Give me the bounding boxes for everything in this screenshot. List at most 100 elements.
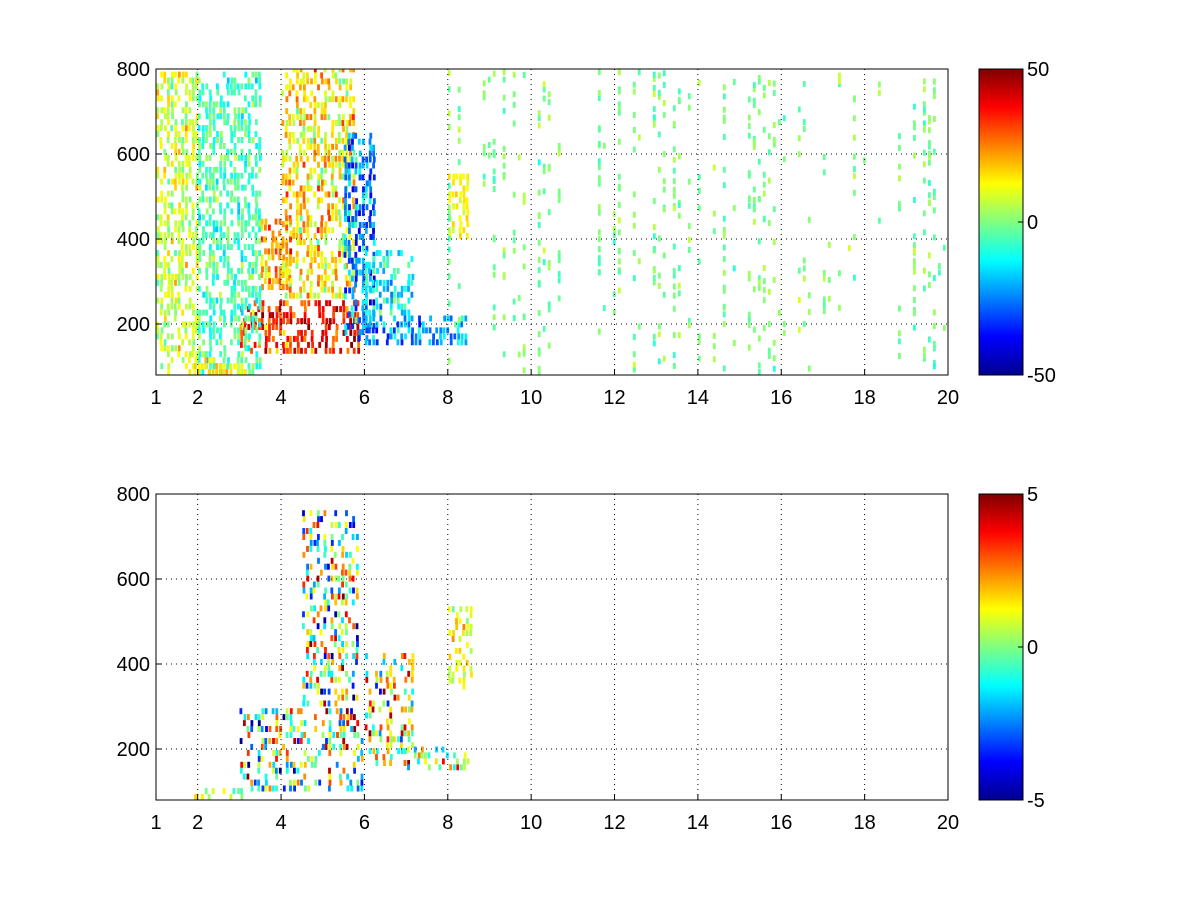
heatmap-cell <box>198 143 201 149</box>
heatmap-cell <box>913 233 916 240</box>
heatmap-cell <box>375 279 379 286</box>
heatmap-cell <box>181 143 184 149</box>
heatmap-cell <box>163 208 167 215</box>
heatmap-cell <box>298 191 302 198</box>
heatmap-cell <box>349 329 353 336</box>
heatmap-cell <box>243 244 247 251</box>
heatmap-cell <box>722 287 726 294</box>
heatmap-cell <box>177 95 181 102</box>
heatmap-cell <box>458 636 462 642</box>
heatmap-cell <box>201 238 205 245</box>
heatmap-cell <box>328 767 331 774</box>
heatmap-cell <box>306 221 310 228</box>
heatmap-cell <box>313 120 317 126</box>
heatmap-cell <box>722 311 726 318</box>
heatmap-cell <box>317 197 320 204</box>
heatmap-cell <box>337 575 341 582</box>
heatmap-cell <box>353 749 356 756</box>
heatmap-cell <box>364 315 368 322</box>
heatmap-cell <box>265 726 268 732</box>
heatmap-cell <box>177 279 181 286</box>
heatmap-cell <box>300 300 304 307</box>
heatmap-cell <box>260 260 264 267</box>
heatmap-cell <box>250 83 254 90</box>
heatmap-cell <box>251 172 254 179</box>
heatmap-cell <box>247 220 251 227</box>
heatmap-cell <box>327 658 330 665</box>
heatmap-cell <box>352 653 355 659</box>
heatmap-cell <box>233 107 237 114</box>
heatmap-cell <box>318 312 322 319</box>
heatmap-cell <box>331 209 334 216</box>
heatmap-cell <box>512 120 516 127</box>
heatmap-cell <box>307 318 310 325</box>
heatmap-cell <box>258 214 261 221</box>
heatmap-cell <box>289 230 293 237</box>
heatmap-cell <box>184 351 188 358</box>
heatmap-cell <box>397 748 400 755</box>
heatmap-cell <box>237 238 240 245</box>
heatmap-cell <box>346 347 350 354</box>
heatmap-cell <box>313 221 317 228</box>
heatmap-cell <box>216 238 219 245</box>
heatmap-cell <box>163 256 167 262</box>
heatmap-cell <box>360 738 364 744</box>
heatmap-cell <box>264 708 268 715</box>
heatmap-cell <box>752 144 756 150</box>
heatmap-cell <box>347 323 350 330</box>
heatmap-cell <box>196 202 199 209</box>
heatmap-cell <box>267 306 271 313</box>
heatmap-cell <box>237 220 240 227</box>
heatmap-cell <box>617 248 621 255</box>
heatmap-cell <box>447 210 451 217</box>
heatmap-cell <box>324 599 327 606</box>
heatmap-cell <box>352 108 356 115</box>
heatmap-cell <box>390 291 393 298</box>
heatmap-cell <box>327 653 331 659</box>
heatmap-cell <box>331 286 334 293</box>
heatmap-cell <box>448 197 452 204</box>
heatmap-cell <box>215 220 219 227</box>
heatmap-cell <box>342 720 345 727</box>
heatmap-cell <box>195 273 199 280</box>
heatmap-cell <box>268 312 272 319</box>
heatmap-cell <box>285 96 289 103</box>
heatmap-cell <box>240 351 244 358</box>
heatmap-cell <box>166 107 170 114</box>
heatmap-cell <box>463 671 466 678</box>
heatmap-cell <box>306 575 310 582</box>
heatmap-cell <box>390 273 394 280</box>
heatmap-cell <box>260 755 264 762</box>
heatmap-cell <box>542 259 546 266</box>
heatmap-cell <box>303 761 307 768</box>
heatmap-cell <box>285 749 289 756</box>
heatmap-cell <box>296 108 299 115</box>
heatmap-cell <box>637 134 641 141</box>
heatmap-cell <box>762 278 766 285</box>
heatmap-cell <box>230 285 234 292</box>
heatmap-cell <box>289 312 293 319</box>
heatmap-cell <box>257 779 260 786</box>
heatmap-cell <box>344 329 348 336</box>
heatmap-cell <box>337 209 341 216</box>
heatmap-cell <box>244 297 248 304</box>
heatmap-cell <box>281 90 285 97</box>
heatmap-cell <box>258 238 262 245</box>
heatmap-cell <box>309 641 313 647</box>
heatmap-cell <box>317 131 320 138</box>
heatmap-cell <box>451 221 455 228</box>
heatmap-cell <box>323 510 327 517</box>
heatmap-cell <box>335 335 338 342</box>
heatmap-cell <box>196 172 199 179</box>
heatmap-cell <box>338 96 342 103</box>
heatmap-cell <box>307 785 311 792</box>
heatmap-cell <box>188 172 192 179</box>
heatmap-cell <box>233 291 237 298</box>
heatmap-cell <box>278 248 282 255</box>
heatmap-cell <box>365 261 369 268</box>
heatmap-cell <box>403 303 407 310</box>
heatmap-cell <box>913 268 916 275</box>
heatmap-cell <box>271 312 275 319</box>
heatmap-cell <box>247 761 251 768</box>
heatmap-cell <box>208 166 212 173</box>
